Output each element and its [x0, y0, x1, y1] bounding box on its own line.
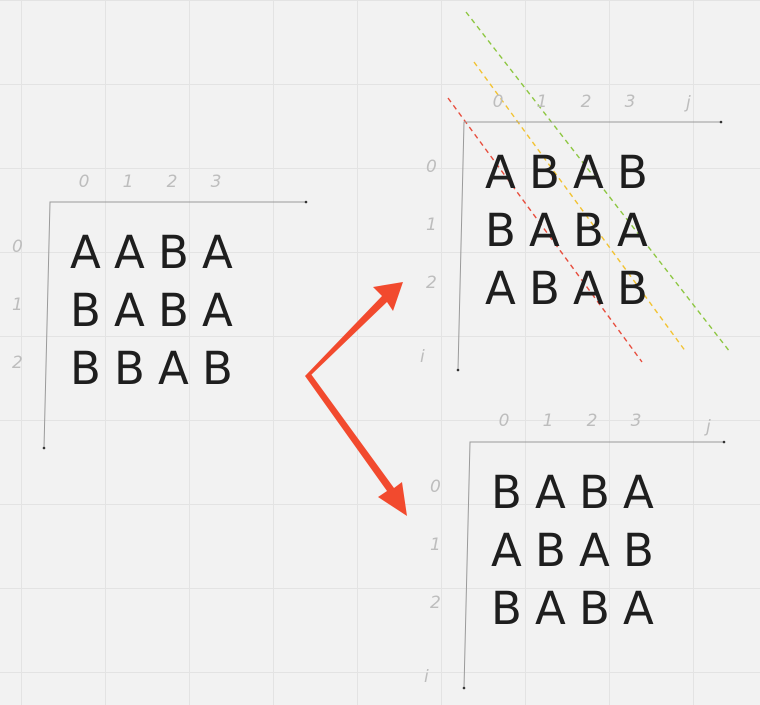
- diagonal-red-line: [447, 97, 643, 363]
- col-index-label: 2: [587, 411, 598, 431]
- matrix-top-right-axes: [457, 121, 721, 371]
- matrix-cell: A: [202, 284, 233, 337]
- diagonal-yellow-line: [473, 61, 687, 353]
- matrix-cell: B: [158, 226, 189, 279]
- matrix-cell: B: [529, 146, 560, 199]
- row-corner-label: i: [424, 667, 429, 687]
- row-index-label: 0: [426, 157, 437, 177]
- matrix-bottom-right-axes: [463, 441, 724, 689]
- matrix-cell: A: [529, 204, 560, 257]
- row-corner-label: i: [420, 347, 425, 367]
- matrix-cell: B: [202, 342, 233, 395]
- row-index-label: 2: [426, 273, 437, 293]
- matrix-cell: B: [617, 146, 648, 199]
- col-index-label: 0: [493, 92, 504, 112]
- matrix-cell: A: [114, 226, 145, 279]
- arrow-up-right: [305, 282, 403, 376]
- row-index-label: 0: [430, 477, 441, 497]
- row-index-label: 2: [12, 353, 23, 373]
- diagonal-guides: [447, 11, 731, 363]
- row-index-label: 2: [430, 593, 441, 613]
- matrix-cell: A: [491, 524, 522, 577]
- col-index-label: 0: [499, 411, 510, 431]
- matrix-cell: B: [535, 524, 566, 577]
- matrix-cell: A: [623, 466, 654, 519]
- arrow-down-right: [305, 374, 407, 516]
- matrix-cell: B: [485, 204, 516, 257]
- col-index-label: 1: [543, 411, 554, 431]
- matrix-cell: A: [573, 146, 604, 199]
- matrix-cell: B: [70, 342, 101, 395]
- col-corner-label: j: [704, 417, 711, 437]
- matrix-cell: A: [573, 262, 604, 315]
- col-corner-label: j: [684, 93, 691, 113]
- col-index-label: 3: [211, 172, 222, 192]
- row-index-label: 1: [426, 215, 437, 235]
- matrix-cell: A: [70, 226, 101, 279]
- matrix-cell: B: [491, 582, 522, 635]
- matrix-cell: A: [535, 582, 566, 635]
- matrix-cell: B: [579, 466, 610, 519]
- matrix-cell: A: [579, 524, 610, 577]
- col-index-label: 1: [123, 172, 134, 192]
- matrix-cell: A: [535, 466, 566, 519]
- row-index-label: 0: [12, 237, 23, 257]
- col-index-label: 0: [79, 172, 90, 192]
- col-index-label: 2: [167, 172, 178, 192]
- matrix-cell: A: [617, 204, 648, 257]
- matrix-cell: B: [491, 466, 522, 519]
- matrix-cell: B: [70, 284, 101, 337]
- col-index-label: 3: [625, 92, 636, 112]
- matrix-cell: B: [529, 262, 560, 315]
- matrix-cell: B: [623, 524, 654, 577]
- matrix-cell: A: [158, 342, 189, 395]
- transform-arrows: [305, 282, 407, 516]
- matrix-cell: A: [202, 226, 233, 279]
- col-index-label: 2: [581, 92, 592, 112]
- col-index-label: 3: [631, 411, 642, 431]
- matrix-cell: A: [485, 146, 516, 199]
- matrix-cell: A: [485, 262, 516, 315]
- matrix-cell: B: [158, 284, 189, 337]
- col-index-label: 1: [537, 92, 548, 112]
- row-index-label: 1: [430, 535, 441, 555]
- matrix-source-axes: [43, 201, 306, 449]
- row-index-label: 1: [12, 295, 23, 315]
- matrix-cell: A: [623, 582, 654, 635]
- matrix-cell: B: [579, 582, 610, 635]
- matrix-cell: A: [114, 284, 145, 337]
- matrix-cell: B: [617, 262, 648, 315]
- matrix-cell: B: [573, 204, 604, 257]
- matrix-cell: B: [114, 342, 145, 395]
